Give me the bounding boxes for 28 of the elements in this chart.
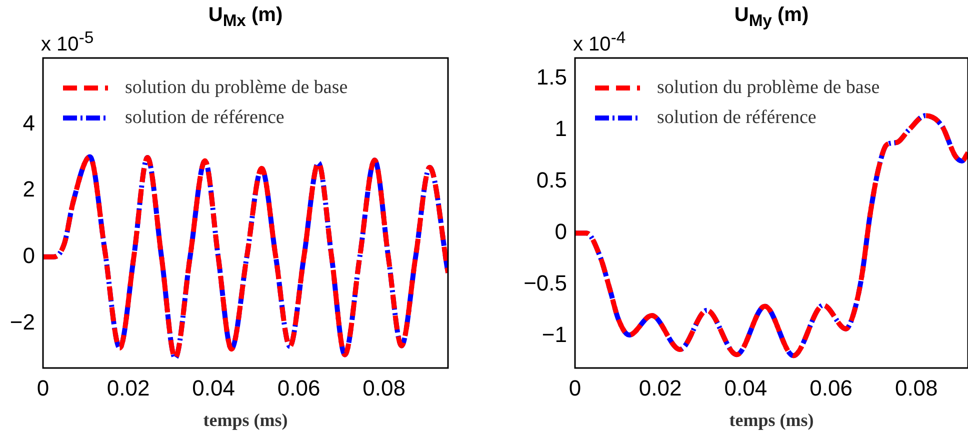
y-tick-label: 0.5 xyxy=(536,168,567,193)
legend-label: solution du problème de base xyxy=(657,76,880,98)
x-axis-title: temps (ms) xyxy=(203,410,288,430)
legend-label: solution de référence xyxy=(657,106,816,128)
x-axis-title: temps (ms) xyxy=(729,410,814,430)
legend-label: solution du problème de base xyxy=(125,76,348,98)
x-tick-label: 0.08 xyxy=(894,375,938,400)
chart-title: U$_{Mx}$ (m) xyxy=(208,4,283,30)
x-tick-label: 0.04 xyxy=(724,375,768,400)
y-tick-label: −1 xyxy=(542,322,567,348)
y-tick-label: 1 xyxy=(554,116,567,142)
y-tick-label: 4 xyxy=(22,110,35,136)
y-tick-label: −2 xyxy=(10,309,35,334)
x-tick-label: 0.02 xyxy=(638,375,682,400)
chart-title: U$_{My}$ (m) xyxy=(734,4,809,30)
y-tick-label: 0 xyxy=(554,219,567,244)
y-tick-label: 0 xyxy=(22,242,35,268)
x-tick-label: 0.08 xyxy=(362,375,406,400)
y-tick-label: −0.5 xyxy=(524,270,567,296)
y-tick-label: 1.5 xyxy=(536,64,567,90)
x-tick-label: 0.06 xyxy=(810,375,852,400)
x-tick-label: 0.06 xyxy=(277,375,320,400)
x-tick-label: 0.04 xyxy=(192,375,235,400)
legend-label: solution de référence xyxy=(125,106,284,128)
text: x 10$^{-4}$ xyxy=(573,28,626,57)
text: x 10$^{-5}$ xyxy=(41,28,94,57)
x-tick-label: 0.02 xyxy=(106,375,150,400)
y-tick-label: 2 xyxy=(22,176,35,202)
